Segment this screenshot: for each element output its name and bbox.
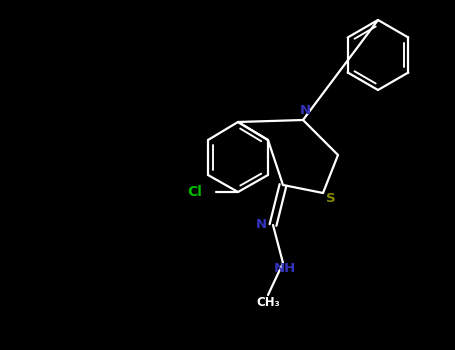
Text: N: N xyxy=(255,218,267,231)
Text: S: S xyxy=(326,191,336,204)
Text: Cl: Cl xyxy=(187,185,202,199)
Text: CH₃: CH₃ xyxy=(256,296,280,309)
Text: N: N xyxy=(299,104,311,117)
Text: NH: NH xyxy=(274,261,296,274)
